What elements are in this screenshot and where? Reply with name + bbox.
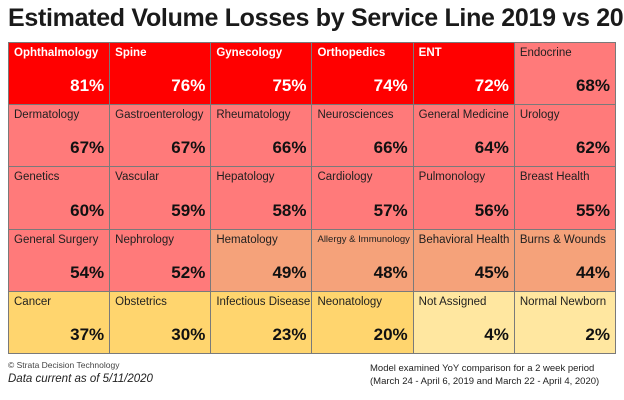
volume-loss-value: 66% — [272, 138, 307, 158]
service-line-label: Spine — [115, 47, 147, 59]
heatmap-cell: Pulmonology 56% — [413, 167, 515, 230]
volume-loss-value: 57% — [373, 200, 408, 220]
service-line-label: Obstetrics — [115, 295, 167, 308]
volume-loss-value: 62% — [575, 138, 610, 158]
service-line-label: Normal Newborn — [519, 295, 607, 308]
heatmap-cell: Orthopedics 74% — [312, 43, 414, 106]
copyright-text: © Strata Decision Technology — [8, 360, 120, 370]
service-line-label: Breast Health — [519, 171, 590, 184]
heatmap-cell: Spine 76% — [110, 43, 212, 106]
heatmap-cell: Normal Newborn 2% — [514, 291, 616, 354]
service-line-label: Endocrine — [519, 47, 572, 59]
volume-loss-value: 54% — [70, 262, 105, 282]
volume-loss-value: 45% — [474, 262, 509, 282]
service-line-label: Cardiology — [317, 171, 373, 184]
heatmap-cell: Neurosciences 66% — [312, 105, 414, 168]
service-line-label: Vascular — [115, 171, 160, 184]
heatmap-grid: Ophthalmology 81% Spine 76% Gynecology 75% Ort… — [8, 42, 616, 354]
service-line-label: Pulmonology — [418, 171, 486, 184]
heatmap-cell: Cardiology 57% — [312, 167, 414, 230]
volume-loss-value: 55% — [575, 200, 610, 220]
service-line-label: Ophthalmology — [14, 47, 99, 59]
service-line-label: Gynecology — [216, 47, 283, 59]
service-line-label: Nephrology — [115, 233, 174, 246]
heatmap-cell: Breast Health 55% — [514, 167, 616, 230]
volume-loss-value: 59% — [171, 200, 206, 220]
heatmap-cell: Burns & Wounds 44% — [514, 229, 616, 292]
volume-loss-value: 67% — [171, 138, 206, 158]
volume-loss-value: 23% — [272, 325, 307, 344]
service-line-label: Infectious Disease — [216, 295, 311, 308]
service-line-label: Behavioral Health — [418, 233, 510, 246]
service-line-label: General Medicine — [418, 109, 509, 122]
heatmap-cell: Obstetrics 30% — [110, 291, 212, 354]
volume-loss-value: 56% — [474, 200, 509, 220]
heatmap-cell: Endocrine 68% — [514, 43, 616, 106]
volume-loss-value: 81% — [70, 76, 105, 96]
heatmap-cell: Vascular 59% — [110, 167, 212, 230]
volume-loss-value: 30% — [171, 325, 206, 344]
service-line-label: Dermatology — [14, 109, 80, 122]
heatmap-cell: Neonatology 20% — [312, 291, 414, 354]
data-current-note: Data current as of 5/11/2020 — [8, 373, 153, 385]
volume-loss-value: 52% — [171, 262, 206, 282]
chart-title: Estimated Volume Losses by Service Line … — [8, 4, 624, 32]
heatmap-cell: Gastroenterology 67% — [110, 105, 212, 168]
service-line-label: Allergy & Immunology — [317, 233, 410, 245]
volume-loss-value: 20% — [373, 325, 408, 344]
volume-loss-value: 67% — [70, 138, 105, 158]
heatmap-cell: Genetics 60% — [9, 167, 111, 230]
volume-loss-value: 66% — [373, 138, 408, 158]
heatmap-cell: Rheumatology 66% — [211, 105, 313, 168]
heatmap-cell: Urology 62% — [514, 105, 616, 168]
service-line-label: Hepatology — [216, 171, 275, 184]
service-line-label: Rheumatology — [216, 109, 291, 122]
service-line-label: Hematology — [216, 233, 278, 246]
heatmap-cell: Nephrology 52% — [110, 229, 212, 292]
service-line-label: General Surgery — [14, 233, 99, 246]
service-line-label: Genetics — [14, 171, 60, 184]
methodology-note-line-2: (March 24 - April 6, 2019 and March 22 -… — [370, 376, 600, 387]
heatmap-cell: Dermatology 67% — [9, 105, 111, 168]
heatmap-cell: Behavioral Health 45% — [413, 229, 515, 292]
heatmap-cell: Hepatology 58% — [211, 167, 313, 230]
volume-loss-value: 64% — [474, 138, 509, 158]
volume-loss-value: 49% — [272, 262, 307, 282]
heatmap-cell: ENT 72% — [413, 43, 515, 106]
footer-left: © Strata Decision Technology Data curren… — [8, 360, 268, 385]
service-line-label: Burns & Wounds — [519, 233, 606, 246]
heatmap-cell: Hematology 49% — [211, 229, 313, 292]
heatmap-cell: General Surgery 54% — [9, 229, 111, 292]
methodology-note: Model examined YoY comparison for a 2 we… — [370, 362, 620, 388]
heatmap-cell: Ophthalmology 81% — [9, 43, 111, 106]
volume-loss-value: 68% — [575, 76, 610, 96]
service-line-label: Cancer — [14, 295, 52, 308]
volume-loss-value: 4% — [484, 325, 509, 344]
volume-loss-value: 37% — [70, 325, 105, 344]
service-line-label: Neurosciences — [317, 109, 394, 122]
heatmap-cell: Not Assigned 4% — [413, 291, 515, 354]
volume-loss-value: 48% — [373, 262, 408, 282]
service-line-label: Gastroenterology — [115, 109, 204, 122]
volume-loss-value: 60% — [70, 200, 105, 220]
volume-loss-value: 2% — [585, 325, 610, 344]
heatmap-cell: Infectious Disease 23% — [211, 291, 313, 354]
methodology-note-line-1: Model examined YoY comparison for a 2 we… — [370, 363, 595, 374]
volume-loss-value: 76% — [171, 76, 206, 96]
volume-loss-value: 75% — [272, 76, 307, 96]
service-line-label: Neonatology — [317, 295, 383, 308]
heatmap-cell: Cancer 37% — [9, 291, 111, 354]
volume-loss-value: 72% — [474, 76, 509, 96]
volume-loss-value: 58% — [272, 200, 307, 220]
service-line-label: Orthopedics — [317, 47, 386, 59]
service-line-label: ENT — [418, 47, 442, 59]
volume-loss-value: 74% — [373, 76, 408, 96]
heatmap-cell: General Medicine 64% — [413, 105, 515, 168]
volume-loss-value: 44% — [575, 262, 610, 282]
heatmap-cell: Allergy & Immunology 48% — [312, 229, 414, 292]
service-line-label: Not Assigned — [418, 295, 487, 308]
service-line-label: Urology — [519, 109, 560, 122]
heatmap-cell: Gynecology 75% — [211, 43, 313, 106]
